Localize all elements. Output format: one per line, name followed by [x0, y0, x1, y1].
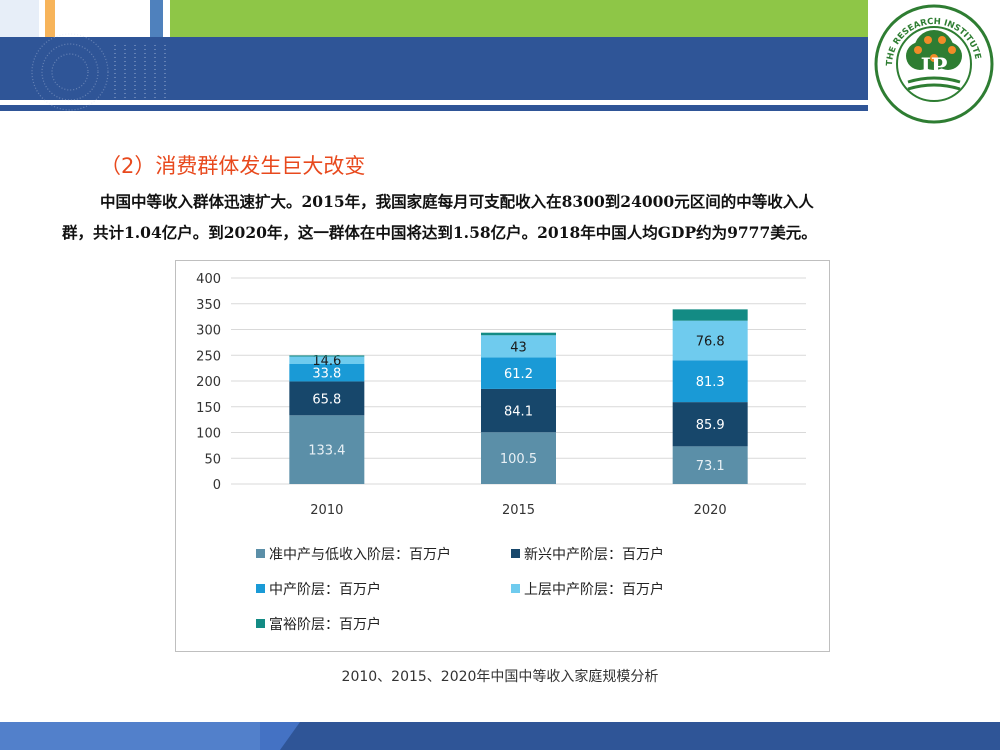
- dot-pattern: [31, 33, 109, 111]
- legend-swatch: [511, 584, 520, 593]
- chart-caption: 2010、2015、2020年中国中等收入家庭规模分析: [341, 669, 659, 685]
- bar-segment: [289, 355, 365, 357]
- bar-segment: [481, 388, 556, 433]
- bar-segment: [672, 360, 748, 403]
- accent-bar-green: [170, 0, 870, 37]
- data-label: 85.9: [696, 418, 725, 433]
- bar-segment: [481, 432, 556, 484]
- legend-label: 中产阶层：百万户: [269, 581, 381, 598]
- data-label: 81.3: [696, 375, 725, 390]
- data-label: 133.4: [308, 444, 345, 459]
- paragraph-line-1: 中国中等收入群体迅速扩大。2015年，我国家庭每月可支配收入在8300到2400…: [100, 192, 814, 211]
- bar-segment: [672, 402, 748, 447]
- data-label: 73.1: [696, 459, 725, 474]
- logo-center-text: IP: [921, 54, 948, 80]
- institute-logo: THE RESEARCH INSTITUTE OF POMOLOGY CAAS …: [864, 0, 1000, 128]
- bar-segment: [289, 356, 365, 365]
- bar-segment: [481, 332, 556, 336]
- legend-swatch: [256, 619, 265, 628]
- stacked-bar-chart: 0 50 100 150 200 250 300 350 400 133.4 65.8 33.814.…: [196, 272, 806, 633]
- data-label: 76.8: [696, 334, 725, 349]
- x-tick-label: 2020: [694, 503, 727, 518]
- y-tick-label: 300: [196, 324, 221, 339]
- bar-segment: [289, 415, 365, 484]
- x-tick-label: 2015: [502, 503, 535, 518]
- data-label: 33.8: [312, 367, 341, 382]
- legend-swatch: [256, 584, 265, 593]
- legend-swatch: [256, 549, 265, 558]
- y-tick-label: 400: [196, 272, 221, 287]
- footer-banner: [0, 722, 1000, 750]
- data-label: 84.1: [504, 405, 533, 420]
- x-tick-label: 2010: [310, 503, 343, 518]
- bar-segment: [481, 357, 556, 389]
- legend-swatch: [511, 549, 520, 558]
- logo-tree-icon: [906, 30, 962, 91]
- legend-label: 上层中产阶层：百万户: [524, 581, 664, 598]
- chart-frame: 0 50 100 150 200 250 300 350 400 133.4 65.8 33.8 14.…: [175, 260, 830, 652]
- bar-segment: [672, 446, 748, 484]
- accent-bar-blue: [150, 0, 163, 37]
- y-tick-label: 150: [196, 401, 221, 416]
- data-label: 100.5: [500, 452, 537, 467]
- legend-label: 富裕阶层：百万户: [269, 616, 381, 633]
- accent-bar-orange: [45, 0, 55, 37]
- y-tick-label: 200: [196, 375, 221, 390]
- bar-segment: [672, 320, 748, 361]
- data-label: 61.2: [504, 367, 533, 382]
- legend-label: 新兴中产阶层：百万户: [524, 546, 664, 563]
- bar-segment: [289, 381, 365, 416]
- data-label: 43: [510, 340, 527, 355]
- accent-bar-left: [0, 0, 39, 37]
- y-tick-label: 350: [196, 298, 221, 313]
- y-tick-label: 250: [196, 349, 221, 364]
- bar-segment: [481, 335, 556, 358]
- y-tick-label: 100: [196, 427, 221, 442]
- header-banner: [0, 0, 1000, 111]
- y-tick-label: 0: [213, 478, 221, 493]
- y-tick-label: 50: [204, 452, 221, 467]
- paragraph-line-2: 群，共计1.04亿户。到2020年，这一群体在中国将达到1.58亿户。2018年…: [62, 223, 817, 242]
- data-label: 65.8: [312, 392, 341, 407]
- data-label: 14.6: [312, 354, 341, 369]
- bar-segment: [672, 309, 748, 321]
- bar-segment: [289, 364, 365, 382]
- legend-label: 准中产与低收入阶层：百万户: [269, 546, 451, 563]
- section-heading: （2）消费群体发生巨大改变: [100, 154, 366, 178]
